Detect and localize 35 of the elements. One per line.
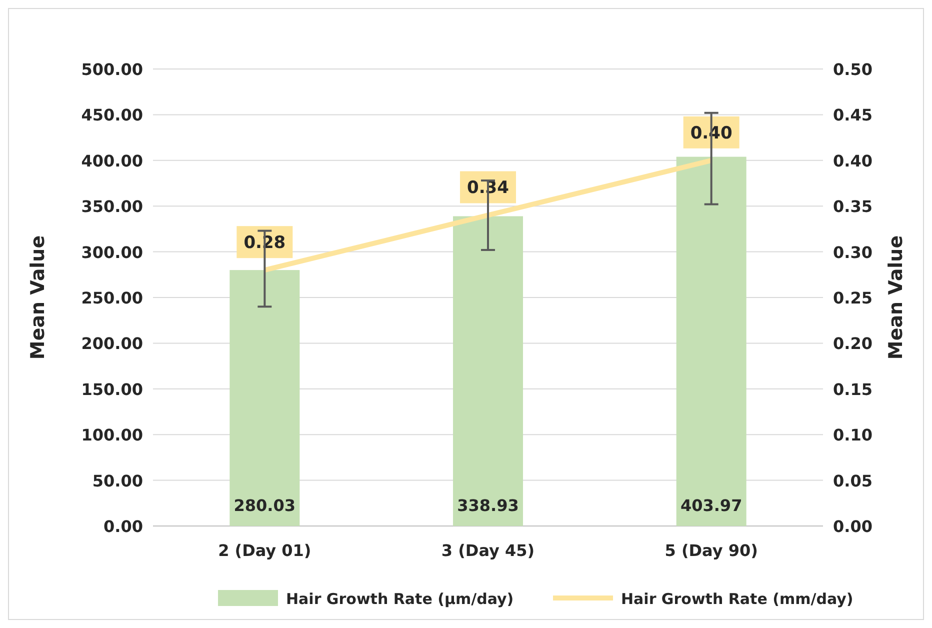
y2-tick-label: 0.50 [833, 60, 872, 79]
data-label: 280.03 [234, 496, 296, 515]
x-tick-label: 2 (Day 01) [218, 541, 312, 560]
y2-tick-label: 0.35 [833, 197, 872, 216]
y2-tick-label: 0.40 [833, 151, 872, 170]
y2-tick-label: 0.30 [833, 242, 872, 262]
y2-tick-label: 0.25 [833, 288, 872, 308]
y-tick-label: 50.00 [92, 471, 143, 490]
y2-tick-label: 0.20 [833, 334, 872, 354]
y2-tick-label: 0.05 [833, 471, 872, 490]
y2-axis-title: Mean Value [885, 235, 907, 360]
bar [230, 270, 300, 526]
data-label: 403.97 [680, 496, 742, 515]
y-tick-label: 400.00 [81, 151, 143, 170]
y-tick-label: 300.00 [81, 242, 143, 262]
y2-tick-label: 0.45 [833, 106, 872, 125]
x-tick-label: 5 (Day 90) [664, 541, 758, 560]
y2-tick-label: 0.00 [833, 517, 872, 536]
legend-label: Hair Growth Rate (mm/day) [621, 590, 854, 608]
y2-tick-label: 0.15 [833, 380, 872, 399]
y-tick-label: 450.00 [81, 106, 143, 125]
y-tick-label: 150.00 [81, 380, 143, 399]
y2-tick-label: 0.10 [833, 426, 872, 445]
y-tick-label: 350.00 [81, 197, 143, 216]
y-tick-label: 100.00 [81, 426, 143, 445]
x-tick-label: 3 (Day 45) [441, 541, 535, 560]
y-tick-label: 0.00 [104, 517, 143, 536]
y-tick-label: 200.00 [81, 334, 143, 354]
y-tick-label: 500.00 [81, 60, 143, 79]
bar [453, 216, 523, 526]
y-tick-label: 250.00 [81, 288, 143, 308]
y-axis-title: Mean Value [27, 235, 49, 360]
data-label: 338.93 [457, 496, 519, 515]
legend-label: Hair Growth Rate (µm/day) [286, 590, 514, 608]
bar [676, 156, 746, 526]
